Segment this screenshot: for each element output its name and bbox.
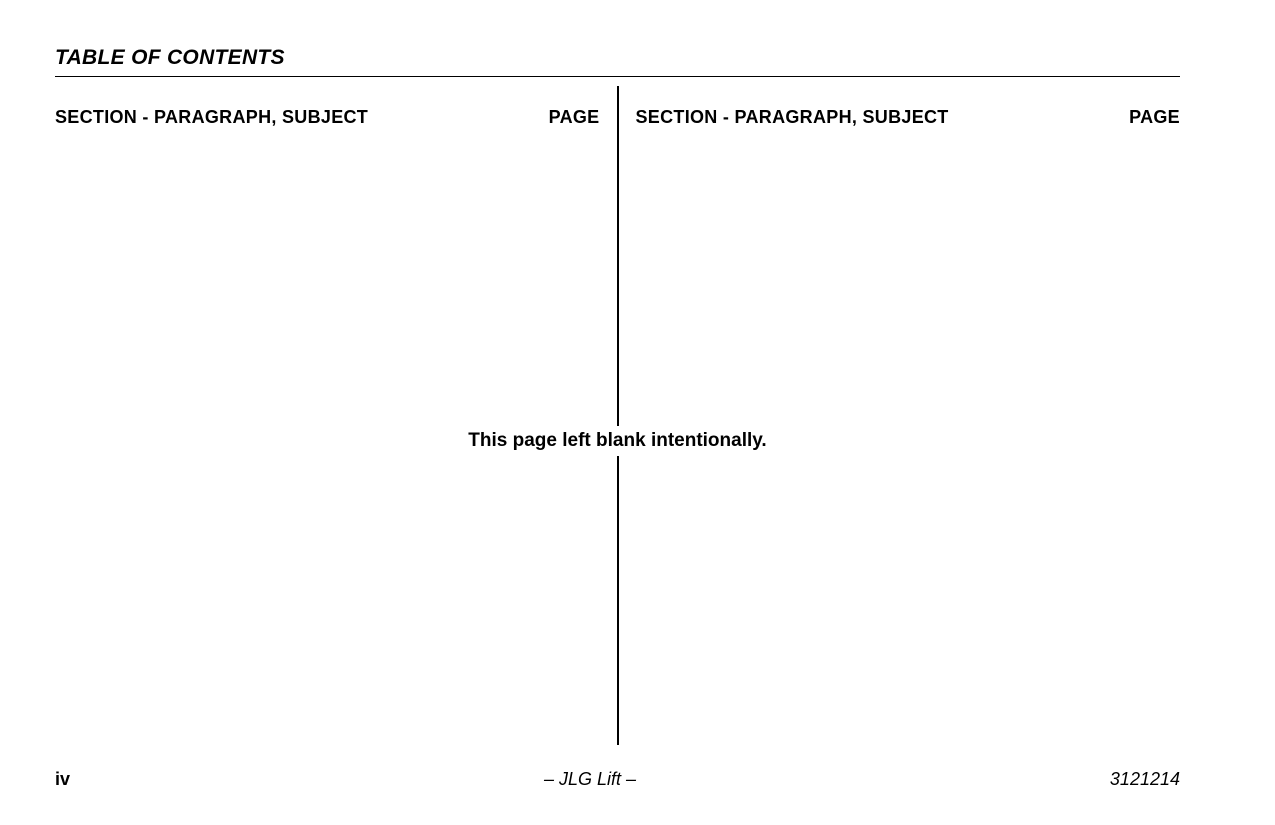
right-subject-label: SECTION - PARAGRAPH, SUBJECT <box>636 107 949 128</box>
column-divider <box>617 86 619 745</box>
footer-center-text: – JLG Lift – <box>544 769 636 790</box>
blank-page-notice: This page left blank intentionally. <box>55 426 1180 456</box>
left-column-header: SECTION - PARAGRAPH, SUBJECT PAGE <box>55 107 618 128</box>
content-area: This page left blank intentionally. <box>55 128 1180 761</box>
footer-page-number: iv <box>55 769 70 790</box>
document-page: TABLE OF CONTENTS SECTION - PARAGRAPH, S… <box>55 46 1180 790</box>
left-page-label: PAGE <box>549 107 600 128</box>
page-title: TABLE OF CONTENTS <box>55 46 1180 70</box>
right-column-header: SECTION - PARAGRAPH, SUBJECT PAGE <box>618 107 1181 128</box>
title-row: TABLE OF CONTENTS <box>55 46 1180 77</box>
right-page-label: PAGE <box>1129 107 1180 128</box>
footer-doc-number: 3121214 <box>1110 769 1180 790</box>
left-subject-label: SECTION - PARAGRAPH, SUBJECT <box>55 107 368 128</box>
footer: iv – JLG Lift – 3121214 <box>55 769 1180 790</box>
